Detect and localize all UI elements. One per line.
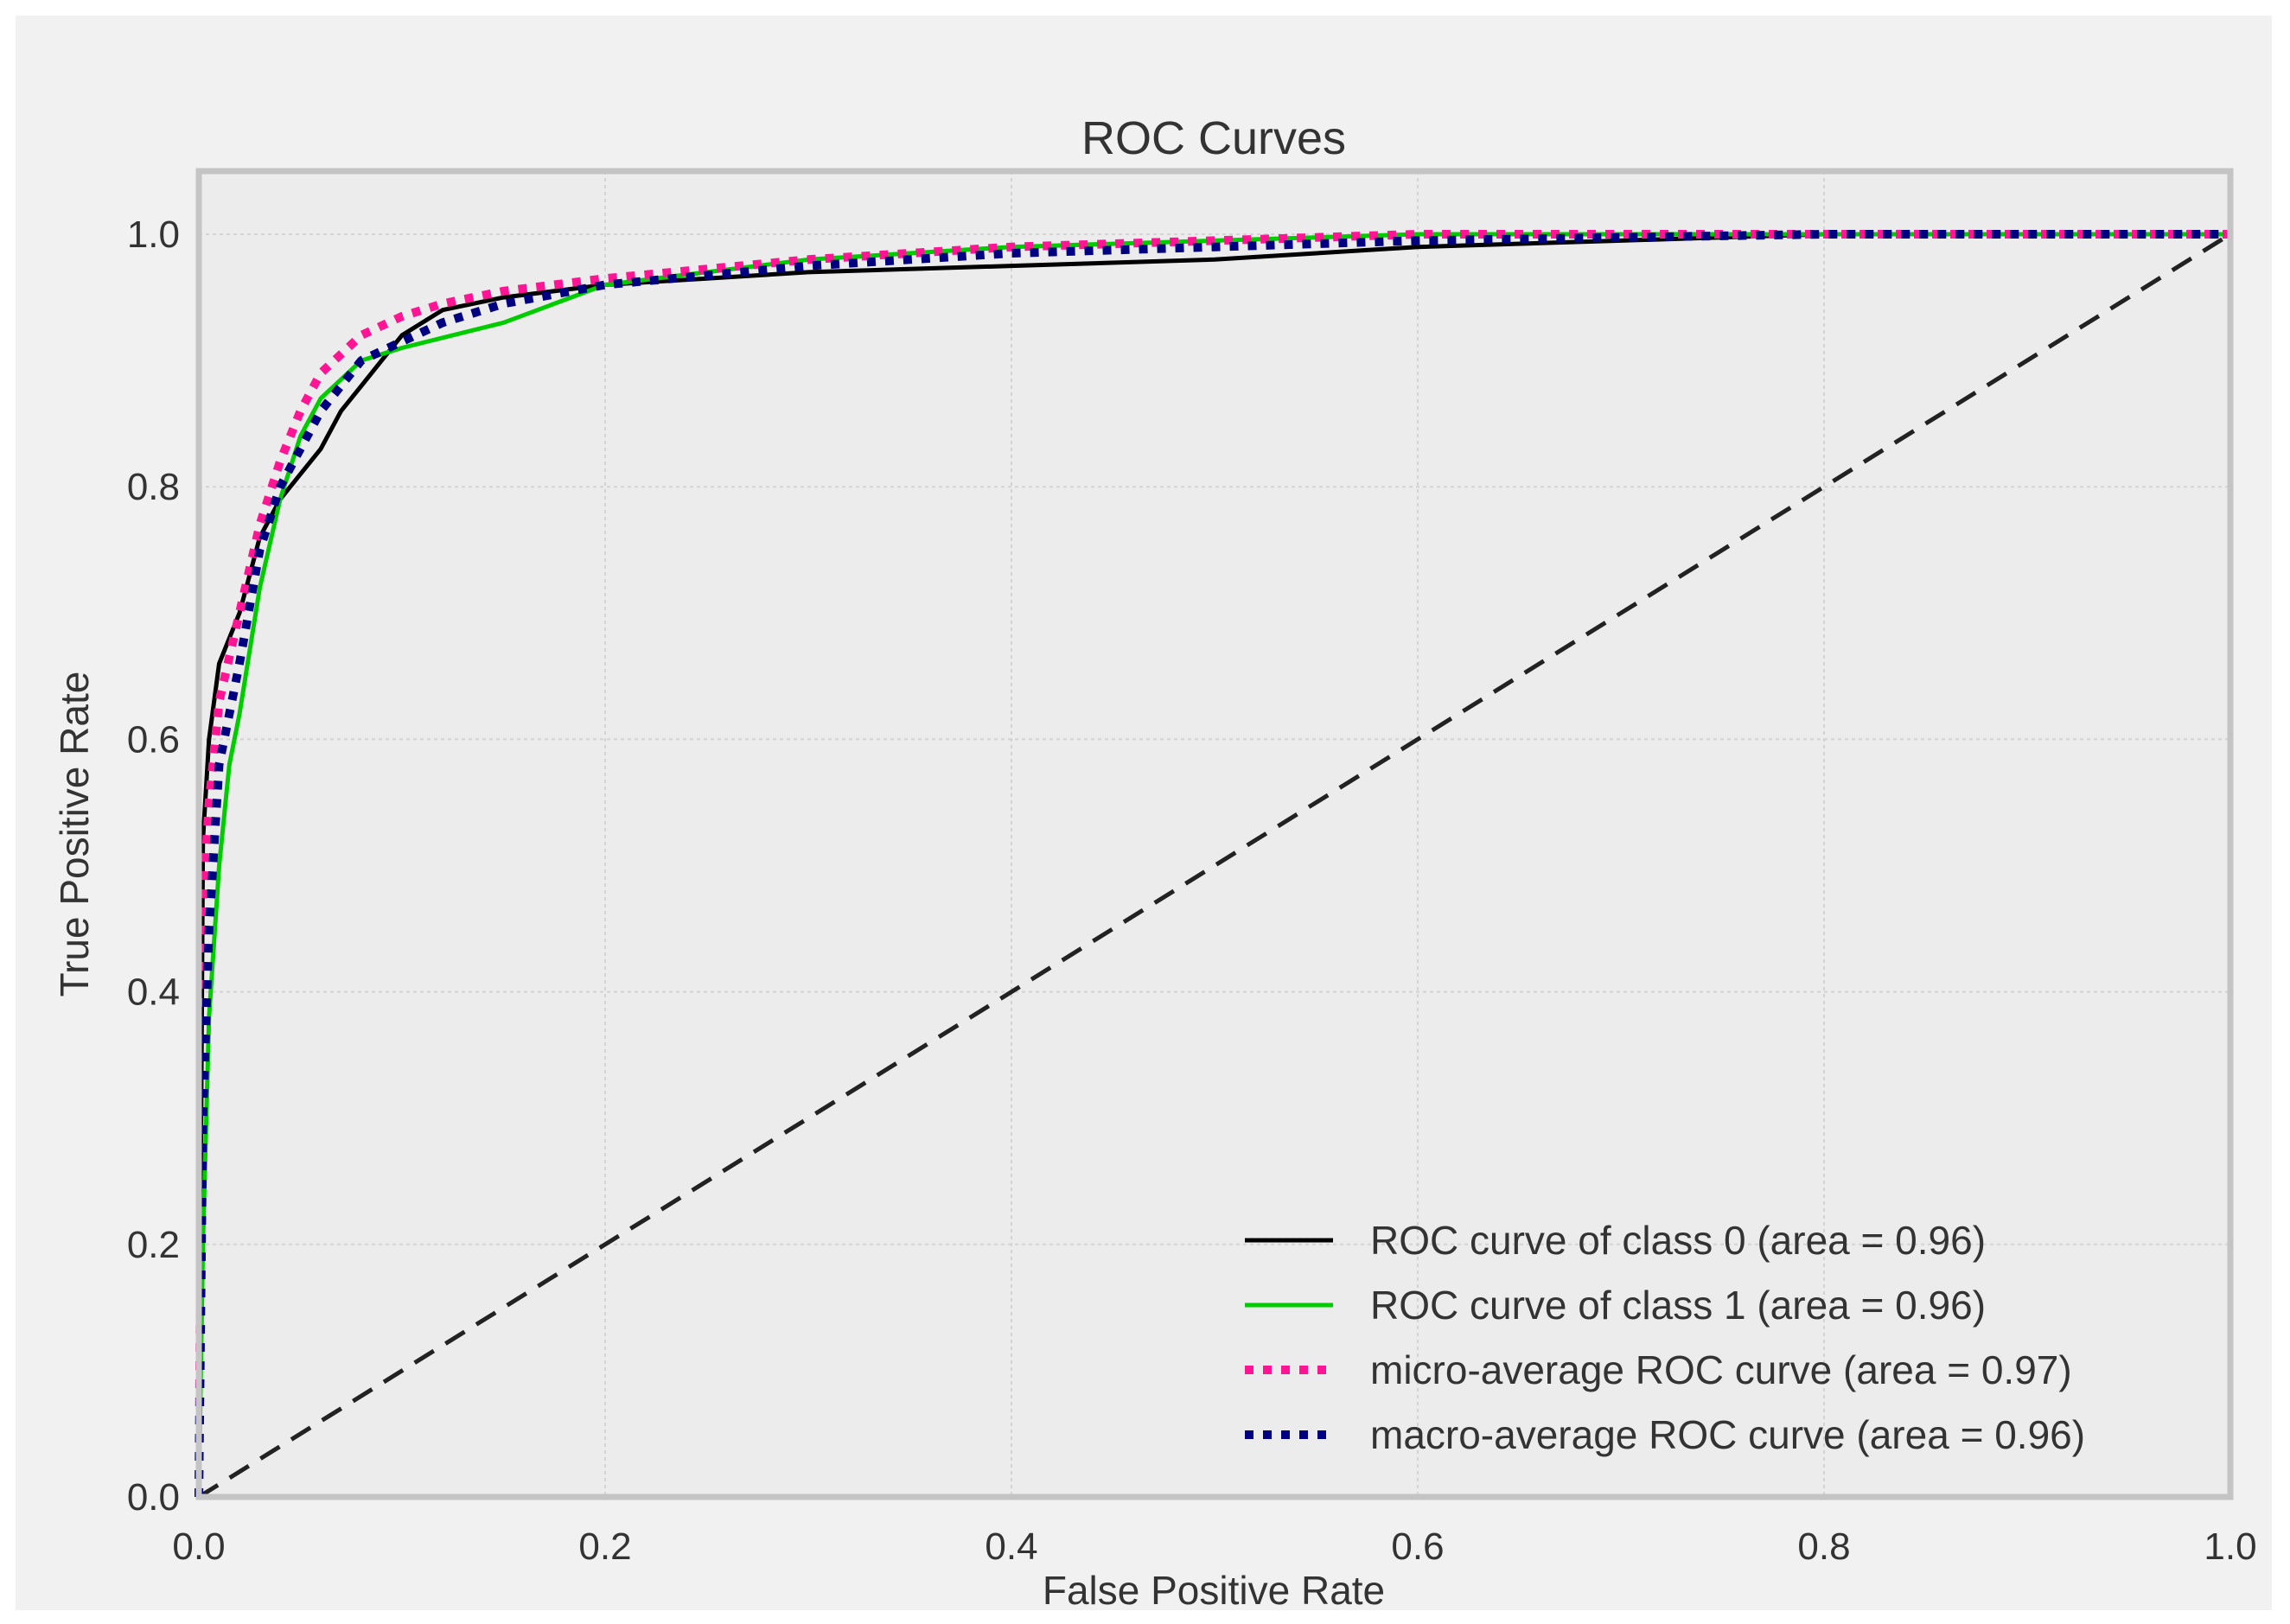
plot-background (199, 171, 2230, 1497)
plot-area (195, 168, 2234, 1500)
legend-label: ROC curve of class 1 (area = 0.96) (1370, 1283, 1986, 1328)
legend: ROC curve of class 0 (area = 0.96) ROC cu… (1245, 1218, 2085, 1457)
y-axis-label: True Positive Rate (52, 672, 97, 997)
series-line-3 (195, 230, 2230, 1498)
plot-border (195, 168, 2234, 1500)
series-layer (195, 230, 2232, 1500)
x-tick-label: 0.6 (1391, 1525, 1444, 1568)
y-tick-label: 0.8 (127, 466, 180, 508)
series-line-0 (196, 232, 2230, 1498)
x-tick-label: 0.4 (985, 1525, 1037, 1568)
x-tick-label: 0.8 (1797, 1525, 1850, 1568)
legend-label: ROC curve of class 0 (area = 0.96) (1370, 1218, 1986, 1263)
x-tick-label: 1.0 (2204, 1525, 2256, 1568)
y-tick-label: 1.0 (127, 213, 180, 256)
y-tick-label: 0.0 (127, 1476, 180, 1519)
legend-label: macro-average ROC curve (area = 0.96) (1370, 1412, 2085, 1457)
x-tick-label: 0.0 (172, 1525, 225, 1568)
x-tick-labels: 0.0 0.2 0.4 0.6 0.8 1.0 (172, 1525, 2256, 1568)
y-tick-label: 0.2 (127, 1224, 180, 1266)
y-tick-label: 0.6 (127, 718, 180, 761)
x-tick-label: 0.2 (578, 1525, 631, 1568)
x-axis-label: False Positive Rate (1043, 1568, 1385, 1613)
y-tick-label: 0.4 (127, 971, 180, 1014)
y-tick-labels: 0.0 0.2 0.4 0.6 0.8 1.0 (127, 213, 180, 1519)
legend-label: micro-average ROC curve (area = 0.97) (1370, 1347, 2072, 1392)
series-line-2 (195, 230, 2230, 1498)
chart-title: ROC Curves (1081, 112, 1346, 164)
